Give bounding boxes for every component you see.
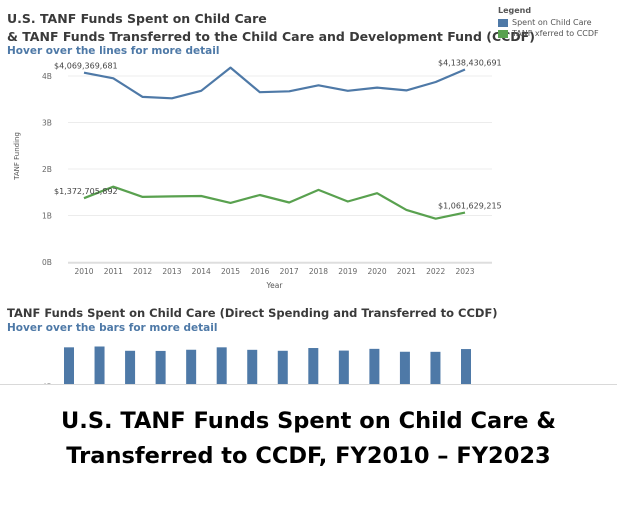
bar <box>125 350 136 384</box>
bar <box>461 349 471 384</box>
x-tick-label: 2020 <box>368 267 387 276</box>
y-tick-label: 1B <box>42 211 52 220</box>
data-label: $4,138,430,691 <box>438 59 502 68</box>
x-tick-label: 2013 <box>162 267 181 276</box>
bar <box>430 351 441 384</box>
series-line-0 <box>83 66 466 100</box>
x-tick-label: 2011 <box>104 267 123 276</box>
bar-chart-title: TANF Funds Spent on Child Care (Direct S… <box>7 306 498 320</box>
legend-swatch-xferred <box>498 29 508 38</box>
bar-chart[interactable]: 4B <box>0 0 617 384</box>
legend-swatch-spent <box>498 18 508 27</box>
caption: U.S. TANF Funds Spent on Child Care & Tr… <box>0 404 617 474</box>
x-tick-label: 2012 <box>133 267 152 276</box>
x-tick-label: 2010 <box>74 267 93 276</box>
x-tick-label: 2022 <box>426 267 445 276</box>
dashboard-panel: U.S. TANF Funds Spent on Child Care & TA… <box>0 0 617 384</box>
bar <box>399 351 410 384</box>
bar <box>64 347 74 384</box>
legend: Legend Spent on Child Care TANF xferred … <box>498 6 599 40</box>
hover-lines-hint: Hover over the lines for more detail <box>7 45 220 57</box>
data-label: $4,069,369,681 <box>54 62 118 71</box>
bar <box>186 349 197 384</box>
y-tick-label: 4B <box>42 72 52 81</box>
bar-y-tick-label: 4B <box>42 382 52 384</box>
bar <box>277 350 288 384</box>
bar <box>216 347 227 384</box>
chart-title-line1: U.S. TANF Funds Spent on Child Care <box>7 11 267 26</box>
caption-line2: Transferred to CCDF, FY2010 – FY2023 <box>66 443 551 469</box>
bar <box>338 350 349 384</box>
y-tick-label: 0B <box>42 258 52 267</box>
hover-bars-hint: Hover over the bars for more detail <box>7 322 218 334</box>
data-label: $1,372,705,892 <box>54 187 118 196</box>
caption-line1: U.S. TANF Funds Spent on Child Care & <box>61 408 556 434</box>
series-line-1 <box>83 185 466 220</box>
legend-label-xferred: TANF xferred to CCDF <box>512 29 599 38</box>
data-label: $1,061,629,215 <box>438 202 502 211</box>
x-tick-label: 2015 <box>221 267 240 276</box>
y-tick-label: 3B <box>42 118 52 127</box>
bar <box>155 350 166 384</box>
bar <box>247 349 258 384</box>
bar <box>94 346 105 384</box>
x-tick-label: 2017 <box>280 267 299 276</box>
x-tick-label: 2016 <box>250 267 269 276</box>
line-chart[interactable]: 0B 1B 2B 3B 4B 2010 2011 2012 2013 2014 2015 2016 20… <box>0 0 617 300</box>
legend-title: Legend <box>498 6 532 15</box>
chart-title-line2: & TANF Funds Transferred to the Child Ca… <box>7 29 535 44</box>
x-tick-label: 2018 <box>309 267 328 276</box>
y-tick-label: 2B <box>42 165 52 174</box>
x-tick-label: 2019 <box>338 267 357 276</box>
bar <box>308 348 319 384</box>
x-tick-label: 2023 <box>455 267 474 276</box>
legend-item-xferred[interactable]: TANF xferred to CCDF <box>498 29 599 38</box>
y-axis-title: TANF Funding <box>13 132 21 181</box>
bar <box>369 348 380 384</box>
x-tick-label: 2014 <box>192 267 211 276</box>
x-tick-label: 2021 <box>397 267 416 276</box>
legend-label-spent: Spent on Child Care <box>512 18 592 27</box>
x-axis-title: Year <box>266 281 284 290</box>
divider <box>0 384 617 385</box>
legend-item-spent[interactable]: Spent on Child Care <box>498 18 599 27</box>
